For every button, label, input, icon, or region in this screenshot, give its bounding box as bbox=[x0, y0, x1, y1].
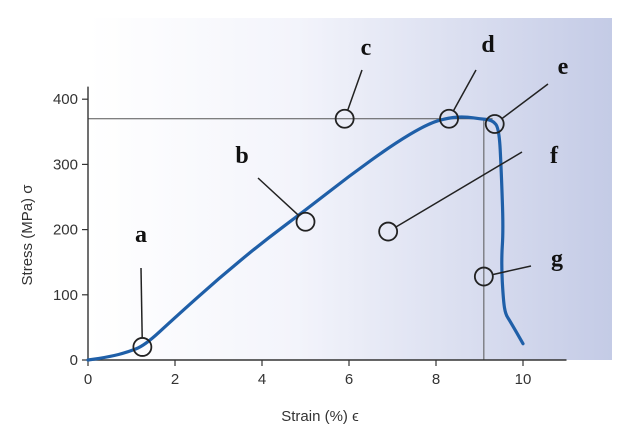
annotation-letter: d bbox=[481, 32, 495, 58]
x-tick-label: 10 bbox=[515, 371, 532, 388]
annotation-g: g bbox=[473, 246, 563, 287]
x-tick-label: 8 bbox=[432, 371, 440, 388]
annotation-leader bbox=[501, 83, 549, 120]
y-axis-title: Stress (MPa) σ bbox=[19, 184, 36, 286]
x-tick-label: 0 bbox=[84, 371, 92, 388]
annotation-circle bbox=[484, 114, 505, 134]
plot-background bbox=[88, 18, 612, 360]
annotation-letter: e bbox=[558, 54, 569, 80]
annotation-a: a bbox=[132, 222, 153, 357]
annotation-circle bbox=[378, 221, 399, 242]
y-tick-label: 400 bbox=[53, 91, 78, 108]
annotation-leader bbox=[452, 69, 477, 112]
annotation-leader bbox=[140, 267, 143, 339]
annotation-letter: g bbox=[551, 246, 563, 272]
annotation-d: d bbox=[439, 32, 495, 129]
annotation-c: c bbox=[334, 35, 372, 129]
y-tick-label: 200 bbox=[53, 222, 78, 239]
x-tick-label: 4 bbox=[258, 371, 266, 388]
annotation-letter: c bbox=[361, 35, 372, 61]
stress-strain-curve bbox=[86, 115, 525, 362]
annotation-f: f bbox=[378, 143, 559, 242]
x-tick-label: 2 bbox=[171, 371, 179, 388]
x-tick-label: 6 bbox=[345, 371, 353, 388]
annotation-circle bbox=[295, 211, 316, 232]
annotation-leader bbox=[346, 69, 363, 111]
annotation-leader bbox=[257, 177, 300, 217]
annotation-circle bbox=[439, 108, 459, 129]
annotation-leader bbox=[492, 265, 532, 276]
annotation-letter: f bbox=[550, 143, 559, 169]
annotation-circle bbox=[132, 337, 153, 357]
annotation-b: b bbox=[235, 143, 316, 232]
annotation-circle bbox=[334, 108, 355, 129]
annotation-letter: b bbox=[235, 143, 248, 169]
annotation-leader bbox=[395, 151, 523, 228]
y-tick-label: 0 bbox=[70, 352, 78, 369]
annotation-circle bbox=[473, 266, 494, 287]
annotation-letter: a bbox=[135, 222, 147, 248]
annotation-e: e bbox=[484, 54, 569, 134]
y-tick-label: 100 bbox=[53, 287, 78, 304]
y-tick-label: 300 bbox=[53, 156, 78, 173]
x-axis-title: Strain (%) ϵ bbox=[281, 408, 359, 425]
